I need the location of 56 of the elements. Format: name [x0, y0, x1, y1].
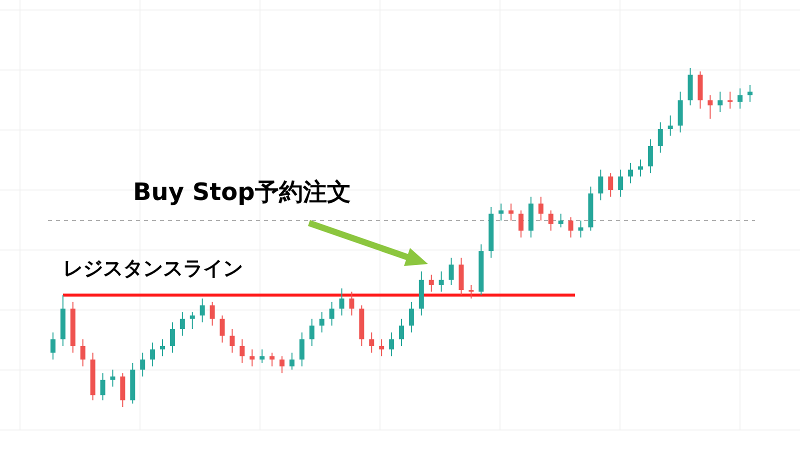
candlestick: [568, 216, 574, 238]
candlestick: [329, 301, 334, 326]
candlestick: [369, 332, 374, 354]
candlestick: [498, 203, 504, 222]
candlestick: [299, 332, 304, 367]
candlestick: [140, 352, 146, 377]
candlestick: [538, 196, 544, 222]
candlestick: [150, 342, 156, 367]
ref-line-label: レジスタンスライン: [63, 256, 243, 280]
candlestick: [160, 338, 166, 357]
candlestick: [220, 314, 225, 344]
candlestick: [598, 169, 604, 201]
candlestick: [708, 94, 713, 120]
candlestick: [658, 122, 663, 154]
candlestick: [309, 318, 314, 346]
candlestick: [349, 291, 354, 316]
candlestick: [180, 312, 185, 336]
candlestick: [170, 322, 175, 354]
candlestick: [438, 270, 444, 292]
candlestick: [260, 348, 265, 364]
candlestick: [618, 169, 624, 198]
candlestick: [389, 332, 394, 357]
candlestick: [648, 138, 653, 174]
candlestick: [250, 348, 255, 367]
candlestick: [270, 352, 275, 367]
candlestick: [210, 301, 215, 326]
candlestick: [339, 288, 344, 316]
candlestick: [80, 338, 86, 367]
candlestick: [448, 257, 454, 286]
candlestick: [548, 210, 554, 232]
candlestick: [508, 203, 514, 222]
candlestick: [190, 312, 195, 330]
candlestick: [558, 213, 564, 228]
candlestick: [120, 372, 126, 408]
candlestick: [738, 88, 743, 110]
candlestick: [668, 114, 673, 136]
candlestick: [319, 312, 324, 333]
candlestick: [280, 356, 285, 374]
candlestick: [428, 274, 434, 292]
annotation: Buy Stop予約注文: [133, 178, 351, 206]
candlestick: [518, 210, 524, 238]
candlestick: [230, 328, 235, 354]
candlestick: [608, 172, 614, 198]
candlestick: [399, 318, 404, 346]
candlestick: [50, 332, 56, 360]
candlestick: [200, 298, 205, 323]
candlestick: [100, 372, 106, 401]
candlestick: [728, 91, 733, 110]
candlestick: [748, 84, 753, 102]
candlestick: [289, 352, 294, 370]
candlestick: [110, 369, 116, 388]
candlestick: [628, 162, 634, 184]
candlestick: [379, 338, 384, 357]
candlestick: [240, 338, 245, 364]
candlestick: [718, 91, 723, 113]
candlestick: [408, 301, 414, 333]
